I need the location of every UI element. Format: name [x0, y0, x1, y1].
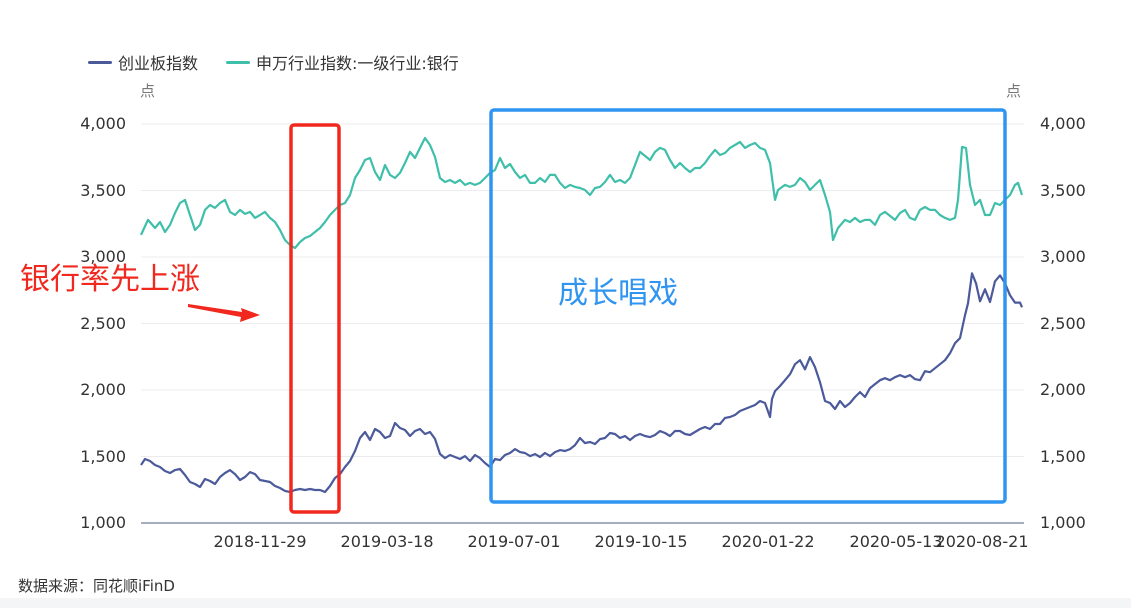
footer-bar [0, 598, 1131, 608]
left-y-tick-label: 4,000 [80, 114, 126, 133]
data-source: 数据来源：同花顺iFinD [18, 577, 175, 595]
x-tick-label: 2018-11-29 [213, 532, 307, 551]
annotation-bank-first: 银行率先上涨 [20, 262, 200, 297]
right-y-tick-label: 3,000 [1040, 247, 1086, 266]
x-tick-label: 2019-03-18 [340, 532, 434, 551]
right-y-tick-label: 4,000 [1040, 114, 1086, 133]
gridlines [141, 123, 1024, 457]
right-axis-unit: 点 [1006, 82, 1022, 100]
blue-highlight-box [489, 108, 1007, 504]
x-tick-label: 2019-10-15 [594, 532, 688, 551]
legend-item-chinext[interactable]: 创业板指数 [88, 50, 198, 74]
left-axis-unit: 点 [140, 82, 156, 100]
left-y-tick-label: 1,000 [80, 513, 126, 532]
x-tick-label: 2020-08-21 [935, 532, 1029, 551]
left-y-tick-label: 1,500 [80, 446, 126, 466]
x-tick-label: 2020-01-22 [721, 532, 815, 551]
legend-swatch-chinext [88, 60, 112, 64]
x-tick-label: 2020-05-13 [849, 532, 943, 551]
chinext-index-line [140, 272, 1024, 494]
x-tick-label: 2019-07-01 [467, 532, 561, 551]
legend: 创业板指数 申万行业指数:一级行业:银行 [88, 50, 487, 74]
left-y-tick-label: 3,500 [80, 180, 126, 200]
right-y-tick-label: 1,000 [1040, 513, 1086, 532]
red-highlight-box [289, 123, 341, 514]
bank-index-line [140, 136, 1024, 250]
left-y-tick-label: 3,000 [80, 247, 126, 266]
left-y-tick-label: 2,500 [80, 313, 126, 333]
left-y-tick-label: 2,000 [80, 380, 126, 399]
right-y-tick-label: 2,500 [1040, 313, 1086, 333]
annotation-growth: 成长唱戏 [558, 276, 678, 311]
legend-item-bank[interactable]: 申万行业指数:一级行业:银行 [226, 50, 459, 74]
legend-label-bank: 申万行业指数:一级行业:银行 [256, 54, 459, 73]
right-y-tick-label: 2,000 [1040, 380, 1086, 399]
right-y-tick-label: 3,500 [1040, 180, 1086, 200]
legend-label-chinext: 创业板指数 [118, 54, 199, 73]
right-y-tick-label: 1,500 [1040, 446, 1086, 466]
legend-swatch-bank [226, 60, 251, 64]
red-arrow-icon [188, 304, 260, 322]
